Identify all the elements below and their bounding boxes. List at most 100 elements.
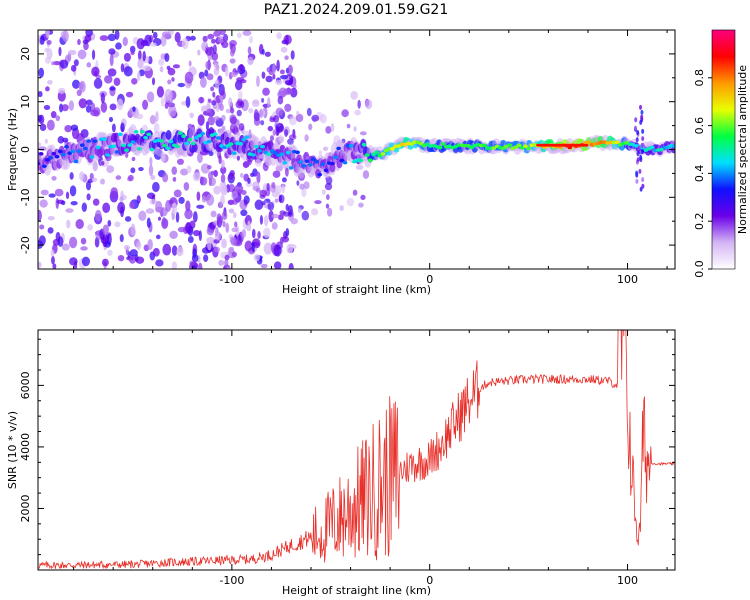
ridge-core bbox=[79, 143, 85, 147]
noise-blob bbox=[115, 42, 122, 50]
noise-blob bbox=[241, 229, 247, 238]
noise-blob bbox=[153, 122, 160, 134]
ridge-core bbox=[114, 150, 120, 154]
noise-blob bbox=[155, 234, 161, 240]
noise-blob bbox=[272, 62, 276, 75]
noise-blob bbox=[114, 30, 120, 40]
noise-blob bbox=[119, 234, 124, 243]
noise-blob bbox=[142, 65, 152, 72]
ridge-core bbox=[51, 151, 57, 156]
ridge-core bbox=[526, 146, 532, 151]
noise-blob bbox=[61, 243, 70, 251]
noise-blob bbox=[259, 214, 264, 225]
snr-line bbox=[38, 330, 675, 570]
noise-blob bbox=[164, 53, 170, 62]
noise-blob bbox=[146, 208, 152, 214]
noise-blob bbox=[219, 182, 227, 191]
noise-blob bbox=[131, 156, 136, 162]
noise-blob bbox=[268, 210, 274, 223]
ridge-core bbox=[329, 161, 335, 166]
noise-blob bbox=[314, 200, 322, 205]
noise-blob bbox=[117, 201, 126, 214]
ridge-core bbox=[295, 150, 300, 155]
noise-blob bbox=[339, 205, 344, 211]
noise-blob bbox=[68, 49, 77, 56]
noise-blob bbox=[158, 216, 162, 221]
noise-blob bbox=[70, 201, 78, 206]
noise-blob bbox=[54, 188, 64, 197]
noise-blob bbox=[178, 196, 185, 204]
noise-blob bbox=[311, 208, 319, 216]
noise-blob bbox=[245, 181, 253, 188]
noise-blob bbox=[177, 82, 186, 88]
noise-blob bbox=[144, 34, 152, 47]
noise-blob bbox=[197, 49, 201, 56]
noise-blob bbox=[346, 197, 355, 207]
noise-blob bbox=[191, 253, 199, 263]
noise-blob bbox=[44, 47, 50, 53]
ridge-core bbox=[649, 145, 655, 150]
noise-blob bbox=[129, 45, 136, 54]
colorbar-tick-label: 0.0 bbox=[693, 260, 706, 278]
noise-blob bbox=[202, 35, 208, 43]
ridge-core bbox=[285, 150, 291, 155]
noise-blob bbox=[85, 180, 92, 191]
noise-blob bbox=[251, 241, 255, 253]
noise-blob bbox=[93, 78, 103, 89]
noise-blob bbox=[231, 227, 239, 233]
noise-blob bbox=[236, 32, 242, 39]
noise-blob bbox=[272, 170, 281, 178]
colorbar-gradient bbox=[712, 30, 735, 269]
ridge-core bbox=[48, 156, 54, 160]
noise-blob bbox=[155, 200, 163, 213]
noise-blob bbox=[222, 33, 229, 43]
noise-blob bbox=[57, 236, 64, 247]
noise-blob bbox=[183, 182, 190, 191]
noise-blob bbox=[142, 50, 146, 62]
noise-blob bbox=[65, 208, 74, 213]
ridge-core bbox=[174, 144, 180, 149]
noise-blob bbox=[281, 177, 287, 183]
noise-blob bbox=[147, 238, 153, 251]
noise-blob bbox=[242, 30, 252, 36]
noise-blob bbox=[167, 67, 176, 76]
noise-blob bbox=[187, 236, 194, 243]
noise-blob bbox=[110, 187, 119, 199]
noise-blob bbox=[234, 221, 238, 228]
noise-blob bbox=[65, 219, 71, 229]
noise-blob bbox=[231, 251, 238, 258]
ridge-spike bbox=[641, 128, 645, 134]
noise-blob bbox=[85, 104, 92, 113]
noise-blob bbox=[130, 223, 136, 236]
noise-blob bbox=[225, 108, 232, 114]
noise-blob bbox=[161, 31, 171, 38]
noise-blob bbox=[123, 244, 131, 251]
noise-blob bbox=[224, 259, 229, 267]
noise-blob bbox=[149, 199, 158, 205]
noise-blob bbox=[269, 135, 275, 142]
noise-blob bbox=[117, 254, 125, 262]
x-tick-label: 0 bbox=[426, 273, 433, 286]
noise-blob bbox=[146, 217, 151, 228]
noise-blob bbox=[275, 107, 284, 116]
ridge-core bbox=[241, 137, 247, 142]
noise-blob bbox=[259, 189, 267, 198]
noise-blob bbox=[184, 208, 193, 220]
noise-blob bbox=[272, 129, 276, 136]
noise-blob bbox=[237, 98, 243, 107]
noise-blob bbox=[159, 66, 164, 73]
noise-blob bbox=[192, 211, 198, 223]
x-axis-label: Height of straight line (km) bbox=[282, 283, 431, 296]
noise-blob bbox=[218, 154, 222, 165]
noise-blob bbox=[218, 36, 225, 44]
noise-blob bbox=[91, 66, 100, 77]
noise-blob bbox=[222, 220, 226, 228]
noise-blob bbox=[277, 96, 284, 105]
ridge-core bbox=[336, 146, 342, 151]
noise-blob bbox=[38, 114, 45, 125]
noise-blob bbox=[102, 202, 111, 214]
noise-blob bbox=[265, 75, 273, 83]
ridge-halo bbox=[43, 159, 52, 176]
noise-blob bbox=[59, 59, 69, 69]
